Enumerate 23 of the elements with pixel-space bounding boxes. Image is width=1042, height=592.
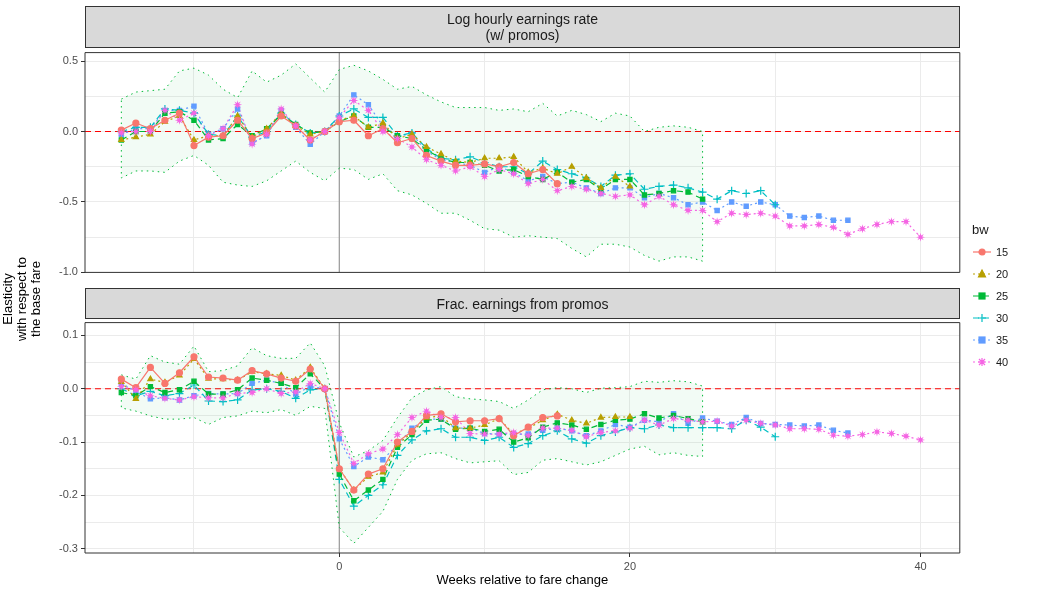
x-tick-label: 40 [914,559,927,572]
chart-title: Log hourly earnings rate (w/ promos) [85,6,960,48]
legend-title: bw [972,222,990,237]
legend-label: 35 [996,334,1009,346]
x-tick-label: 20 [623,559,637,572]
x-tick-label: 0 [336,559,343,572]
y-tick-label: -1.0 [59,265,78,278]
y-tick-label: 0.1 [62,328,78,341]
legend-label: 20 [996,268,1009,280]
y-tick-label: -0.3 [59,541,78,554]
y-tick-label: -0.1 [59,435,78,448]
legend-label: 15 [996,246,1009,258]
y-tick-label: -0.5 [59,194,78,207]
legend-label: 40 [996,356,1009,368]
y-tick-label: 0.0 [62,124,78,137]
legend-label: 30 [996,312,1009,324]
y-axis-title: Elasticity with respect to the base fare [0,256,43,343]
x-axis-title: Weeks relative to fare change [436,571,609,587]
chart-title: Frac. earnings from promos [85,288,960,319]
y-tick-label: -0.2 [59,488,78,501]
y-tick-label: 0.0 [62,381,78,394]
legend-label: 25 [996,290,1009,302]
y-tick-label: 0.5 [62,54,78,67]
